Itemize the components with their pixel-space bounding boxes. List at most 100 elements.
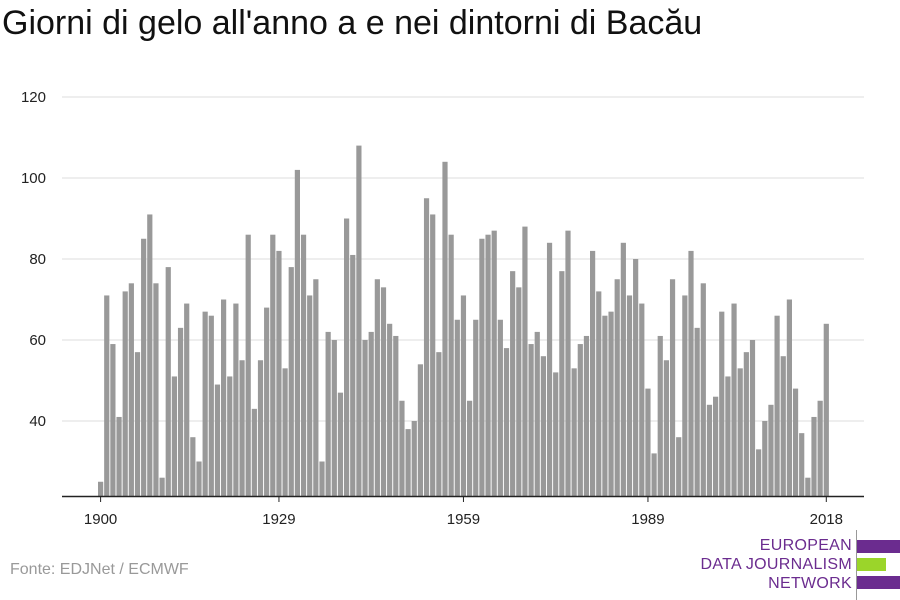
bar-2003 — [731, 303, 737, 496]
bar-1904 — [122, 291, 128, 496]
bar-2001 — [719, 311, 725, 496]
bar-2009 — [768, 404, 774, 496]
bar-1969 — [522, 226, 528, 496]
bar-1964 — [491, 230, 497, 496]
bar-1909 — [153, 283, 159, 496]
logo-divider — [856, 530, 857, 600]
bar-1949 — [399, 400, 405, 496]
bar-1919 — [214, 384, 221, 496]
bar-2007 — [756, 449, 762, 496]
y-tick-label: 120 — [21, 89, 46, 106]
bar-1959 — [460, 295, 467, 496]
bar-1929 — [276, 250, 282, 496]
bar-1925 — [251, 408, 257, 496]
bar-1984 — [614, 279, 620, 496]
bar-1972 — [540, 356, 546, 496]
bar-1937 — [325, 331, 331, 496]
bar-1940 — [344, 218, 350, 496]
bar-2013 — [792, 388, 799, 496]
bar-1944 — [368, 331, 374, 496]
bar-2018 — [823, 323, 829, 496]
bar-1994 — [676, 437, 682, 496]
x-tick-label: 1959 — [447, 511, 480, 528]
edjnet-logo: EUROPEAN DATA JOURNALISM NETWORK — [700, 530, 900, 600]
bar-1905 — [128, 283, 134, 496]
bar-1960 — [467, 400, 473, 496]
bar-1948 — [393, 335, 399, 496]
bar-1963 — [485, 234, 491, 496]
bar-1975 — [559, 271, 565, 496]
bar-1995 — [682, 295, 688, 496]
bar-1965 — [497, 319, 503, 496]
chart-title: Giorni di gelo all'anno a e nei dintorni… — [2, 4, 703, 42]
bar-1942 — [356, 145, 362, 496]
bar-1914 — [184, 303, 190, 496]
y-tick-label: 100 — [21, 170, 46, 187]
bar-1938 — [331, 340, 337, 496]
bar-1931 — [288, 267, 294, 496]
bar-2004 — [737, 368, 743, 496]
bar-1952 — [417, 364, 423, 496]
bar-1932 — [294, 169, 300, 496]
bar-1921 — [227, 376, 233, 496]
bar-2008 — [762, 421, 768, 496]
source-note: Fonte: EDJNet / ECMWF — [10, 561, 189, 578]
bar-1988 — [639, 303, 645, 496]
bar-1981 — [596, 291, 602, 496]
bar-1900 — [98, 481, 104, 496]
bar-1953 — [423, 198, 430, 496]
bar-2015 — [805, 477, 811, 496]
bar-1935 — [313, 279, 319, 496]
bar-1946 — [380, 287, 387, 496]
logo-bar-top — [857, 540, 900, 553]
bar-1907 — [141, 238, 147, 496]
bar-1927 — [264, 307, 270, 496]
bar-1922 — [233, 303, 239, 496]
bar-2011 — [780, 356, 786, 496]
logo-bar-bottom — [857, 576, 900, 589]
x-tick-label: 1989 — [631, 511, 664, 528]
y-tick-label: 60 — [29, 332, 46, 349]
bar-2006 — [749, 340, 756, 496]
bar-1917 — [202, 311, 208, 496]
bar-1962 — [479, 238, 485, 496]
bar-1990 — [651, 453, 657, 496]
bar-1991 — [657, 335, 663, 496]
bar-1908 — [147, 214, 153, 496]
bar-1955 — [436, 352, 442, 496]
x-tick-label: 1929 — [262, 511, 295, 528]
bar-1976 — [565, 230, 571, 496]
bar-1957 — [448, 234, 454, 496]
bar-1987 — [633, 259, 639, 496]
x-tick-label: 1900 — [84, 511, 117, 528]
x-tick-label: 2018 — [810, 511, 843, 528]
bar-1985 — [620, 242, 626, 496]
bar-1998 — [700, 283, 706, 496]
bar-2010 — [774, 315, 780, 496]
bar-1933 — [300, 234, 307, 496]
bar-1913 — [177, 327, 184, 496]
bar-1947 — [387, 323, 393, 496]
bar-1936 — [319, 461, 325, 496]
bar-1920 — [221, 299, 227, 496]
bar-1961 — [473, 319, 479, 496]
bar-1979 — [583, 335, 590, 496]
logo-line-data-journalism: DATA JOURNALISM — [700, 556, 852, 573]
bar-1924 — [245, 234, 251, 496]
bar-1950 — [405, 429, 411, 496]
bar-1956 — [442, 161, 448, 497]
logo-line-network: NETWORK — [768, 575, 852, 592]
bar-1934 — [307, 295, 313, 496]
bar-2002 — [725, 376, 731, 496]
bar-1902 — [110, 344, 116, 496]
bar-1992 — [663, 360, 669, 496]
bar-1982 — [602, 315, 608, 496]
bar-1986 — [626, 295, 633, 496]
bar-1958 — [454, 319, 460, 496]
bar-1954 — [430, 214, 436, 496]
bar-1989 — [645, 388, 651, 496]
bar-1930 — [282, 368, 288, 496]
bar-1910 — [159, 477, 165, 496]
bar-1970 — [528, 344, 534, 496]
bar-2000 — [713, 396, 719, 496]
